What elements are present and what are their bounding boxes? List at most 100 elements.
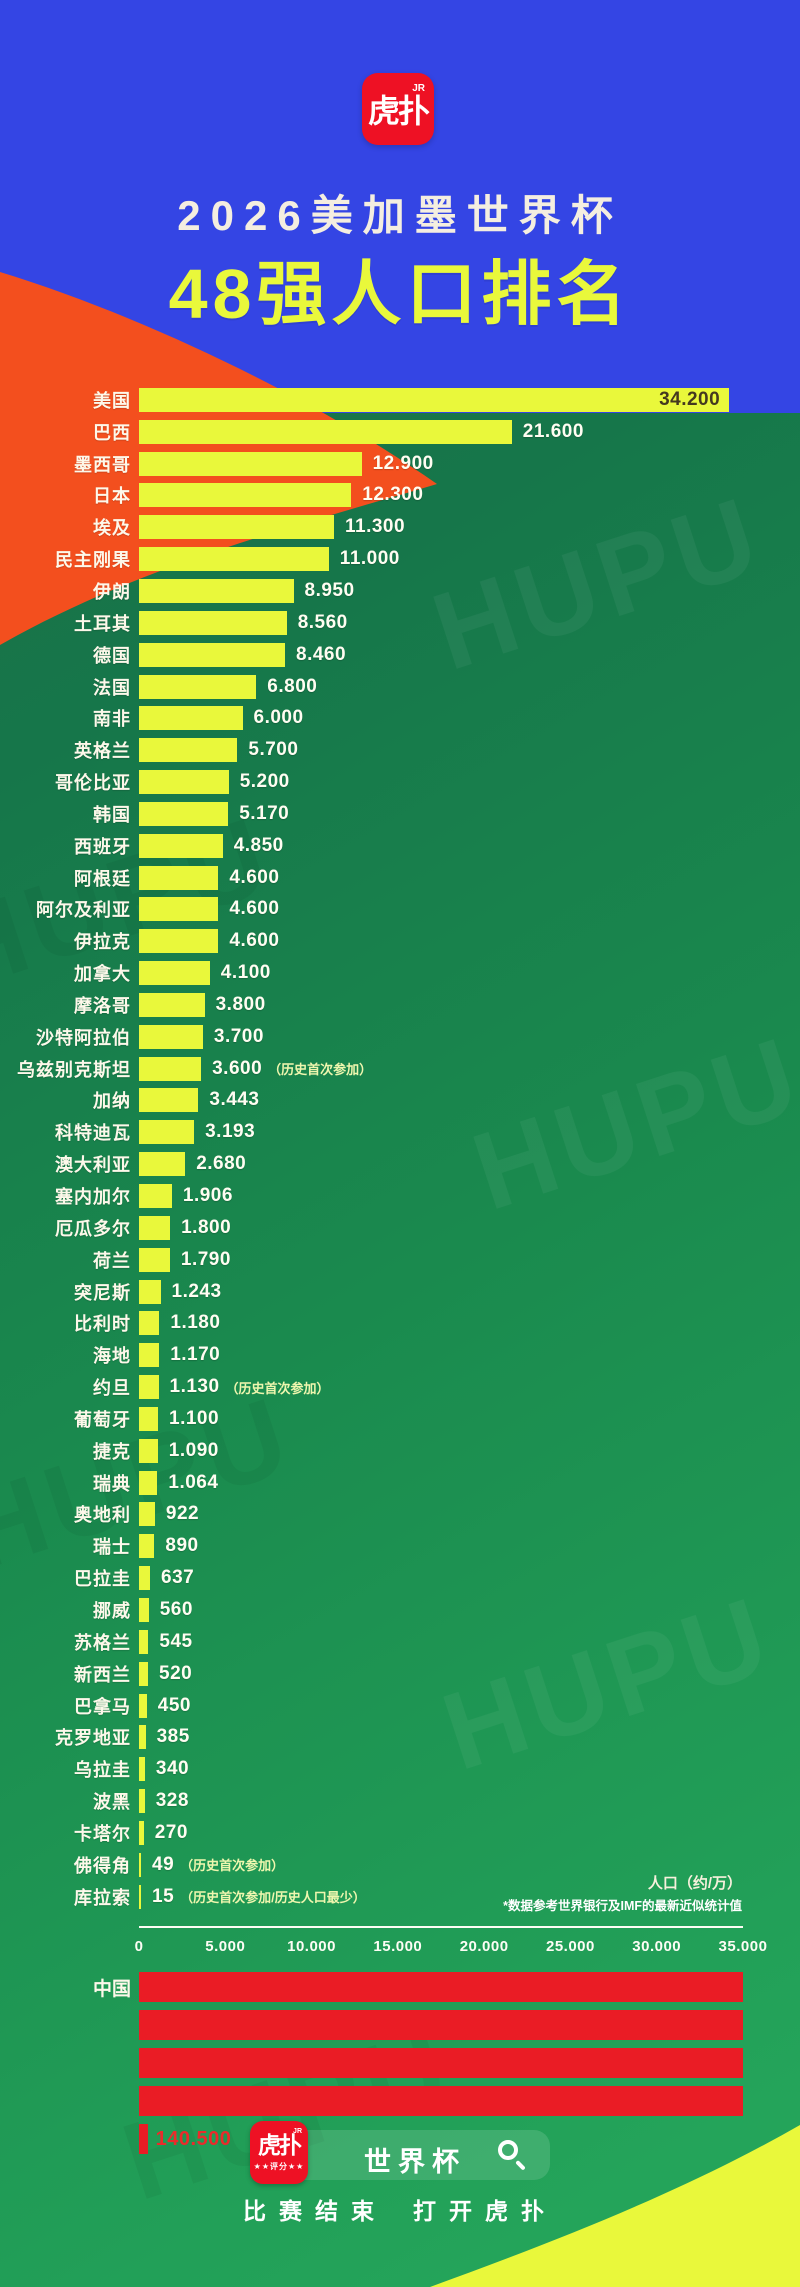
population-bar bbox=[139, 1406, 158, 1431]
population-bar bbox=[139, 1247, 170, 1272]
bar-wrap: 4.600 bbox=[139, 925, 279, 957]
bar-wrap: 5.200 bbox=[139, 766, 290, 798]
value-label: 34.200 bbox=[659, 388, 721, 410]
value-label: 5.170 bbox=[239, 802, 290, 824]
search-icon[interactable] bbox=[498, 2140, 518, 2160]
country-label: 新西兰 bbox=[74, 1664, 131, 1685]
chart-row: 埃及 11.300 bbox=[0, 511, 800, 543]
bar-wrap: 1.243 bbox=[139, 1276, 222, 1308]
value-label: 1.180 bbox=[170, 1312, 221, 1334]
bar-wrap: 890 bbox=[139, 1530, 199, 1562]
chart-row: 韩国 5.170 bbox=[0, 798, 800, 830]
bar-wrap: 12.300 bbox=[139, 480, 423, 512]
bar-wrap: 11.000 bbox=[139, 543, 400, 575]
china-bar-segment bbox=[139, 2010, 743, 2040]
value-label: 5.700 bbox=[248, 739, 299, 761]
china-bar-row bbox=[0, 2086, 800, 2116]
bar-wrap: 545 bbox=[139, 1626, 193, 1658]
value-label: 890 bbox=[165, 1535, 199, 1557]
chart-row: 伊拉克 4.600 bbox=[0, 925, 800, 957]
population-bar bbox=[139, 865, 219, 890]
population-bar bbox=[139, 674, 257, 699]
x-axis-tick-label: 25.000 bbox=[545, 1938, 595, 1955]
x-axis-line bbox=[139, 1926, 743, 1928]
value-label: 1.130 bbox=[169, 1376, 220, 1398]
value-label: 1.243 bbox=[171, 1280, 222, 1302]
country-label: 埃及 bbox=[93, 518, 131, 539]
population-bar bbox=[139, 1725, 146, 1750]
hupu-footer-logo[interactable]: 虎扑 JR ★★评分★★ bbox=[250, 2121, 308, 2184]
chart-row: 奥地利 922 bbox=[0, 1499, 800, 1531]
source-note: *数据参考世界银行及IMF的最新近似统计值 bbox=[503, 1899, 742, 1913]
bar-wrap: 12.900 bbox=[139, 448, 434, 480]
bar-wrap: 1.064 bbox=[139, 1467, 218, 1499]
china-bar-segment bbox=[139, 2124, 148, 2154]
bar-wrap: 4.600 bbox=[139, 862, 279, 894]
china-bar-row bbox=[0, 2048, 800, 2078]
value-label: 1.064 bbox=[168, 1471, 219, 1493]
value-label: 8.560 bbox=[297, 611, 348, 633]
bar-wrap: 49 （历史首次参加） bbox=[139, 1849, 284, 1881]
bar-wrap: 922 bbox=[139, 1499, 199, 1531]
x-axis-tick-label: 0 bbox=[134, 1938, 144, 1955]
population-bar bbox=[139, 610, 287, 635]
population-bar bbox=[139, 578, 294, 603]
country-label: 巴西 bbox=[93, 422, 131, 443]
chart-row: 波黑 328 bbox=[0, 1785, 800, 1817]
country-label: 美国 bbox=[93, 390, 131, 411]
country-label: 德国 bbox=[93, 645, 131, 666]
country-label: 日本 bbox=[93, 486, 131, 507]
chart-row: 瑞典 1.064 bbox=[0, 1467, 800, 1499]
chart-row: 伊朗 8.950 bbox=[0, 575, 800, 607]
population-bar bbox=[139, 1184, 172, 1209]
country-label: 摩洛哥 bbox=[74, 995, 131, 1016]
chart-row: 德国 8.460 bbox=[0, 639, 800, 671]
population-bar bbox=[139, 1629, 149, 1654]
bar-wrap: 450 bbox=[139, 1690, 191, 1722]
chart-row: 荷兰 1.790 bbox=[0, 1244, 800, 1276]
chart-row: 塞内加尔 1.906 bbox=[0, 1180, 800, 1212]
chart-row: 乌兹别克斯坦 3.600 （历史首次参加） bbox=[0, 1053, 800, 1085]
footer-slogan: 比赛结束 打开虎扑 bbox=[0, 2192, 800, 2226]
value-label: 545 bbox=[159, 1630, 193, 1652]
population-bar: 34.200 bbox=[139, 387, 730, 412]
population-bar bbox=[139, 1343, 160, 1368]
country-label: 韩国 bbox=[93, 804, 131, 825]
value-label: 1.170 bbox=[170, 1344, 221, 1366]
row-note: （历史首次参加） bbox=[180, 1858, 285, 1874]
country-label: 瑞士 bbox=[93, 1537, 131, 1558]
unit-note: 人口（约/万） bbox=[647, 1875, 742, 1892]
chart-row: 法国 6.800 bbox=[0, 671, 800, 703]
population-bar bbox=[139, 738, 238, 763]
country-label: 荷兰 bbox=[93, 1250, 131, 1271]
chart-row: 墨西哥 12.900 bbox=[0, 448, 800, 480]
yellow-wedge-shape bbox=[430, 2125, 800, 2287]
row-note: （历史首次参加） bbox=[268, 1062, 373, 1078]
hupu-logo: 虎扑 JR bbox=[362, 73, 434, 145]
country-label: 伊朗 bbox=[93, 581, 131, 602]
value-label: 4.850 bbox=[233, 834, 284, 856]
country-label: 阿尔及利亚 bbox=[36, 900, 131, 921]
bar-wrap: 6.800 bbox=[139, 671, 317, 703]
population-bar bbox=[139, 1661, 148, 1686]
value-label: 520 bbox=[159, 1662, 193, 1684]
china-comparison-bars: 中国 140.500 bbox=[0, 1972, 800, 2162]
country-label: 卡塔尔 bbox=[74, 1823, 131, 1844]
value-label: 560 bbox=[159, 1598, 193, 1620]
china-bar-segment bbox=[139, 2048, 743, 2078]
country-label: 乌兹别克斯坦 bbox=[17, 1059, 131, 1080]
chart-row: 巴西 21.600 bbox=[0, 416, 800, 448]
value-label: 5.200 bbox=[239, 771, 290, 793]
bar-wrap: 1.180 bbox=[139, 1307, 220, 1339]
value-label: 8.950 bbox=[304, 579, 355, 601]
page-title-line1: 2026美加墨世界杯 bbox=[177, 192, 623, 239]
population-bar bbox=[139, 1438, 158, 1463]
bar-wrap: 560 bbox=[139, 1594, 193, 1626]
country-label: 乌拉圭 bbox=[74, 1760, 131, 1781]
bar-wrap: 1.906 bbox=[139, 1180, 233, 1212]
population-bar bbox=[139, 801, 229, 826]
population-bar bbox=[139, 1820, 144, 1845]
china-bar-row: 中国 bbox=[0, 1972, 800, 2002]
country-label: 突尼斯 bbox=[74, 1282, 131, 1303]
population-bar bbox=[139, 1088, 199, 1113]
